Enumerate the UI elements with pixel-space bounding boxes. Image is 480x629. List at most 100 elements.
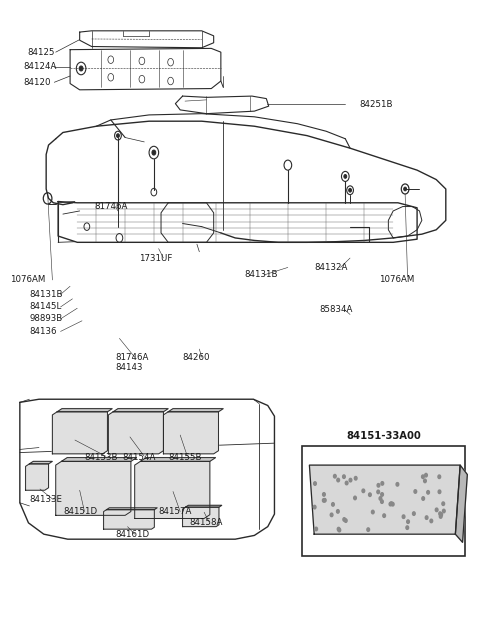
Polygon shape (182, 507, 219, 526)
Circle shape (337, 527, 340, 531)
Circle shape (324, 499, 326, 502)
Circle shape (430, 519, 432, 523)
Circle shape (152, 150, 156, 155)
Circle shape (338, 528, 341, 532)
Circle shape (323, 499, 325, 502)
Circle shape (315, 527, 317, 531)
Text: 84153B: 84153B (84, 453, 118, 462)
Circle shape (391, 503, 394, 506)
Bar (302, 447, 465, 556)
Text: 84145L: 84145L (29, 303, 61, 311)
Circle shape (330, 513, 333, 516)
Circle shape (425, 516, 428, 520)
Circle shape (354, 477, 357, 480)
Circle shape (406, 526, 408, 530)
Text: 84120: 84120 (24, 78, 51, 87)
Text: 84251B: 84251B (360, 100, 393, 109)
Text: 84124A: 84124A (24, 62, 57, 71)
Circle shape (379, 497, 382, 500)
Circle shape (79, 66, 83, 71)
Text: 81746A: 81746A (116, 353, 149, 362)
Circle shape (343, 518, 346, 521)
Circle shape (377, 484, 380, 487)
Circle shape (439, 512, 442, 515)
Circle shape (344, 174, 347, 178)
Polygon shape (29, 461, 52, 464)
Text: 84161D: 84161D (116, 530, 150, 538)
Polygon shape (61, 457, 137, 461)
Circle shape (337, 478, 339, 482)
Polygon shape (25, 464, 48, 490)
Circle shape (362, 489, 365, 493)
Circle shape (412, 512, 415, 515)
Circle shape (396, 482, 399, 486)
Circle shape (354, 496, 356, 499)
Polygon shape (168, 409, 223, 412)
Circle shape (414, 490, 417, 493)
Circle shape (422, 497, 424, 500)
Polygon shape (185, 505, 222, 507)
Polygon shape (113, 409, 168, 412)
Polygon shape (52, 412, 108, 454)
Circle shape (369, 493, 371, 496)
Circle shape (117, 134, 120, 138)
Circle shape (377, 490, 380, 494)
Text: 1731UF: 1731UF (140, 253, 173, 262)
Circle shape (313, 505, 316, 509)
Circle shape (427, 491, 430, 494)
Circle shape (334, 474, 336, 478)
Text: 500 x 500 x 1,6: 500 x 500 x 1,6 (346, 540, 422, 550)
Text: 84133E: 84133E (29, 495, 62, 504)
Text: 84136: 84136 (29, 327, 57, 336)
Polygon shape (141, 457, 216, 461)
Circle shape (323, 493, 325, 496)
Text: 98893B: 98893B (29, 314, 63, 323)
Circle shape (438, 475, 441, 479)
Polygon shape (56, 461, 131, 515)
Text: 84157A: 84157A (158, 507, 192, 516)
Circle shape (435, 508, 438, 511)
Text: 84155B: 84155B (168, 453, 202, 462)
Circle shape (383, 514, 385, 518)
Text: 84143: 84143 (116, 364, 143, 372)
Circle shape (440, 513, 443, 516)
Text: 84132A: 84132A (314, 263, 348, 272)
Polygon shape (456, 465, 468, 542)
Circle shape (372, 510, 374, 514)
Circle shape (348, 188, 351, 192)
Circle shape (439, 515, 442, 518)
Circle shape (349, 479, 352, 482)
Text: 1076AM: 1076AM (10, 276, 46, 284)
Circle shape (381, 500, 383, 503)
Polygon shape (310, 465, 460, 534)
Circle shape (389, 503, 392, 506)
Circle shape (390, 502, 393, 505)
Text: 81746A: 81746A (94, 202, 127, 211)
Circle shape (421, 475, 424, 479)
Circle shape (424, 479, 426, 482)
Polygon shape (135, 461, 210, 518)
Text: 1076AM: 1076AM (379, 276, 414, 284)
Polygon shape (163, 412, 218, 454)
Text: 84131B: 84131B (245, 270, 278, 279)
Polygon shape (57, 409, 112, 412)
Polygon shape (108, 412, 163, 454)
Circle shape (442, 502, 444, 506)
Text: 84158A: 84158A (190, 518, 223, 527)
Text: 84125: 84125 (27, 48, 55, 57)
Circle shape (345, 519, 347, 522)
Circle shape (443, 509, 445, 513)
Text: 84151D: 84151D (63, 507, 97, 516)
Circle shape (343, 475, 345, 479)
Circle shape (313, 482, 316, 486)
Polygon shape (104, 509, 155, 529)
Text: 85834A: 85834A (319, 305, 352, 314)
Circle shape (407, 520, 409, 523)
Text: 84260: 84260 (182, 353, 210, 362)
Circle shape (438, 490, 441, 494)
Circle shape (425, 474, 427, 477)
Text: 84131B: 84131B (29, 290, 63, 299)
Circle shape (367, 528, 370, 532)
Polygon shape (107, 508, 157, 509)
Circle shape (381, 493, 384, 496)
